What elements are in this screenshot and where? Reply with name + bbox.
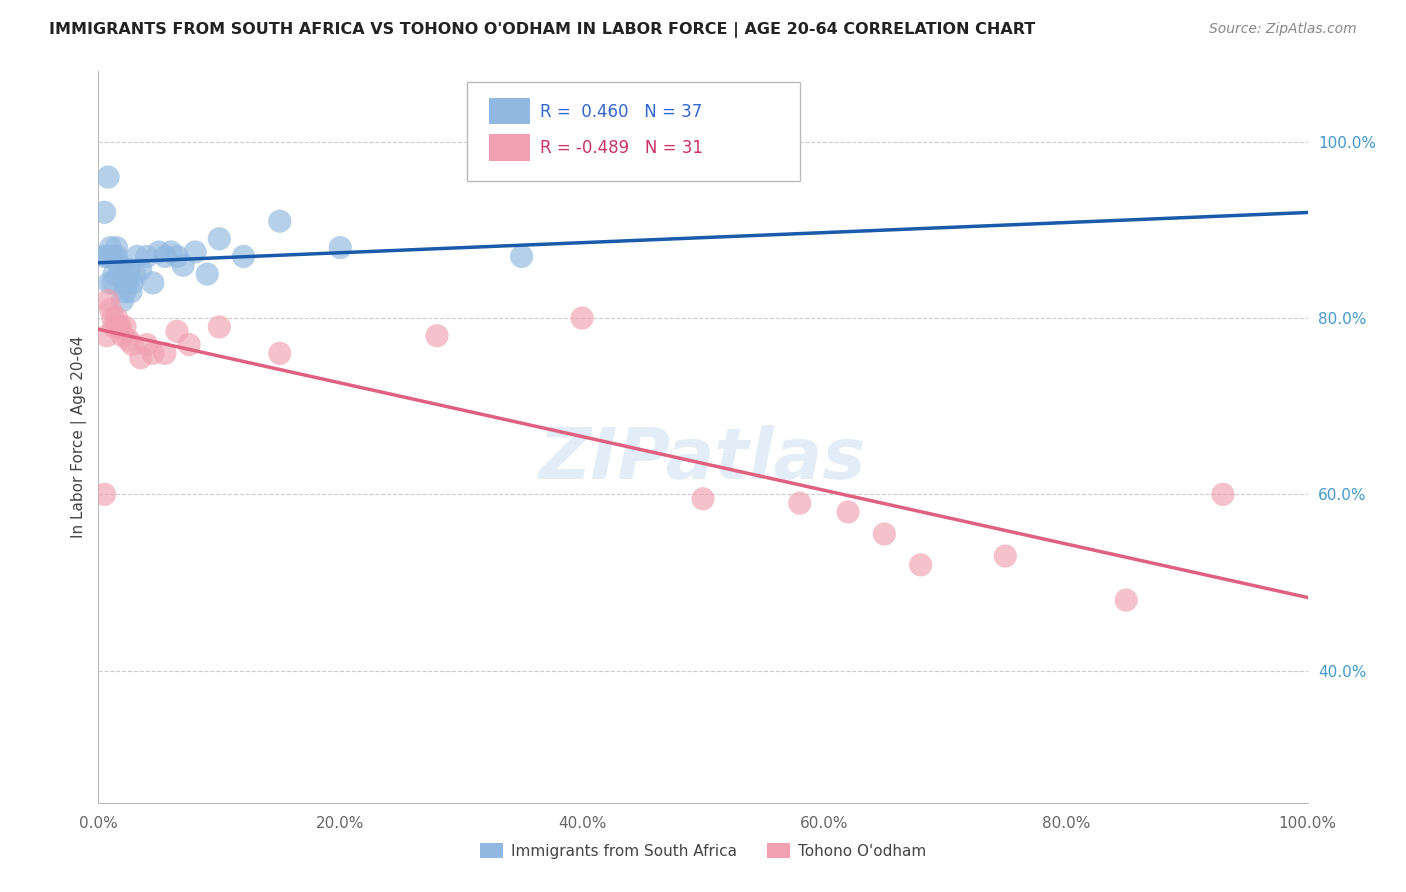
Point — [426, 328, 449, 343]
Point — [142, 276, 165, 290]
Point — [100, 241, 122, 255]
Point — [148, 245, 170, 260]
Point — [166, 324, 188, 338]
Point — [120, 285, 142, 299]
Point — [160, 245, 183, 260]
Point — [108, 320, 131, 334]
FancyBboxPatch shape — [489, 98, 530, 124]
Point — [93, 487, 115, 501]
Point — [103, 320, 125, 334]
Point — [108, 320, 131, 334]
Point — [121, 276, 143, 290]
Point — [93, 249, 115, 263]
Point — [114, 285, 136, 299]
Point — [269, 346, 291, 360]
Text: IMMIGRANTS FROM SOUTH AFRICA VS TOHONO O'ODHAM IN LABOR FORCE | AGE 20-64 CORREL: IMMIGRANTS FROM SOUTH AFRICA VS TOHONO O… — [49, 22, 1035, 38]
Point — [114, 320, 136, 334]
Point — [269, 214, 291, 228]
Point — [105, 241, 128, 255]
Point — [97, 170, 120, 185]
Point — [101, 276, 124, 290]
FancyBboxPatch shape — [489, 135, 530, 161]
Point — [127, 249, 149, 263]
Point — [129, 262, 152, 277]
Point — [96, 249, 118, 263]
Point — [118, 333, 141, 347]
Point — [105, 311, 128, 326]
Point — [153, 249, 176, 263]
Text: R =  0.460   N = 37: R = 0.460 N = 37 — [540, 103, 702, 120]
Point — [115, 276, 138, 290]
Point — [135, 249, 157, 263]
Point — [111, 293, 134, 308]
Point — [994, 549, 1017, 563]
Point — [692, 491, 714, 506]
Point — [329, 241, 352, 255]
Point — [789, 496, 811, 510]
Point — [103, 267, 125, 281]
Point — [153, 346, 176, 360]
Y-axis label: In Labor Force | Age 20-64: In Labor Force | Age 20-64 — [72, 336, 87, 538]
Text: R = -0.489   N = 31: R = -0.489 N = 31 — [540, 139, 703, 157]
Point — [1115, 593, 1137, 607]
Legend: Immigrants from South Africa, Tohono O'odham: Immigrants from South Africa, Tohono O'o… — [474, 837, 932, 864]
Point — [208, 232, 231, 246]
Point — [105, 249, 128, 263]
Point — [121, 337, 143, 351]
Point — [100, 302, 122, 317]
Point — [179, 337, 201, 351]
Point — [166, 249, 188, 263]
Point — [135, 337, 157, 351]
Point — [108, 258, 131, 272]
Point — [1212, 487, 1234, 501]
Point — [510, 249, 533, 263]
Point — [172, 258, 194, 272]
Point — [93, 205, 115, 219]
Point — [129, 351, 152, 365]
FancyBboxPatch shape — [467, 82, 800, 181]
Point — [97, 293, 120, 308]
Text: Source: ZipAtlas.com: Source: ZipAtlas.com — [1209, 22, 1357, 37]
Point — [873, 527, 896, 541]
Point — [142, 346, 165, 360]
Point — [118, 262, 141, 277]
Point — [96, 328, 118, 343]
Point — [910, 558, 932, 572]
Point — [108, 262, 131, 277]
Point — [101, 311, 124, 326]
Text: ZIPatlas: ZIPatlas — [540, 425, 866, 493]
Point — [103, 249, 125, 263]
Point — [124, 267, 146, 281]
Point — [208, 320, 231, 334]
Point — [837, 505, 859, 519]
Point — [571, 311, 593, 326]
Point — [184, 245, 207, 260]
Point — [98, 276, 121, 290]
Point — [100, 249, 122, 263]
Point — [232, 249, 254, 263]
Point — [195, 267, 218, 281]
Point — [111, 328, 134, 343]
